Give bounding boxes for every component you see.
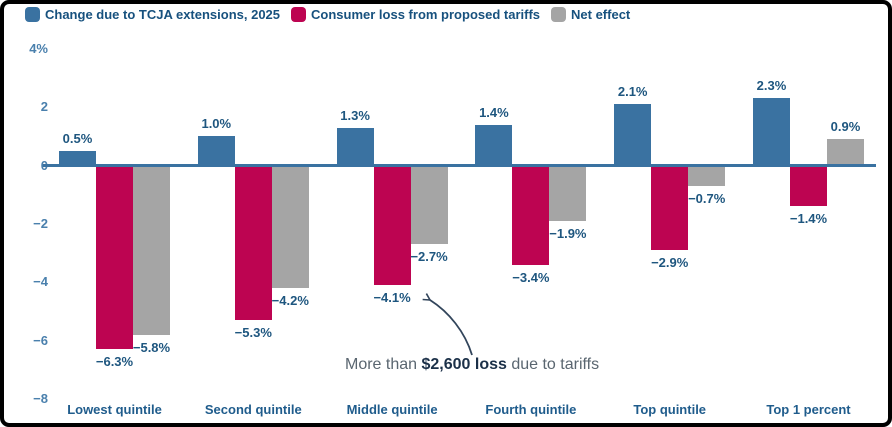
bar-tariff — [512, 165, 550, 265]
x-category-label: Second quintile — [204, 402, 302, 417]
y-tick-label: −8 — [33, 391, 48, 407]
bar-net — [271, 165, 309, 289]
bar-value-label: −3.4% — [512, 269, 550, 285]
bar-net — [688, 165, 726, 186]
bar-tcja — [753, 98, 790, 166]
plot-area: Change due to TCJA extensions, 2025 Consu… — [4, 4, 888, 423]
y-tick-label: −6 — [33, 332, 48, 348]
bar-value-label: −2.7% — [410, 249, 448, 265]
y-tick-label: −2 — [33, 215, 48, 231]
x-category-label: Fourth quintile — [485, 402, 577, 417]
bar-value-label: −0.7% — [688, 190, 726, 206]
bar-tariff — [651, 165, 689, 251]
legend-item-tariff: Consumer loss from proposed tariffs — [291, 7, 540, 22]
x-category-label: Top quintile — [633, 402, 707, 417]
legend-label-net: Net effect — [571, 7, 631, 22]
bar-value-label: −4.1% — [373, 290, 411, 306]
zero-axis-line — [43, 164, 876, 167]
bar-value-label: −2.9% — [651, 255, 689, 271]
legend-item-tcja: Change due to TCJA extensions, 2025 — [25, 7, 280, 22]
y-tick-label: −4 — [33, 274, 48, 290]
bar-value-label: 0.9% — [830, 119, 861, 135]
bar-net — [133, 165, 170, 335]
bar-tcja — [475, 124, 513, 166]
bar-value-label: 1.3% — [340, 107, 370, 123]
legend: Change due to TCJA extensions, 2025 Consu… — [25, 7, 630, 22]
bar-value-label: 2.1% — [617, 84, 648, 100]
annotation-text: More than $2,600 loss due to tariffs — [345, 356, 599, 374]
bar-tcja — [614, 104, 652, 166]
x-category-label: Top 1 percent — [766, 402, 851, 417]
legend-swatch-tcja — [25, 7, 40, 22]
bar-net — [827, 139, 864, 166]
y-tick-label: 4% — [29, 40, 48, 56]
annotation-prefix: More than — [345, 356, 422, 373]
legend-label-tariff: Consumer loss from proposed tariffs — [311, 7, 541, 22]
legend-item-net: Net effect — [551, 7, 630, 22]
bar-value-label: −1.9% — [549, 225, 587, 241]
bar-tcja — [197, 136, 235, 166]
x-category-label: Lowest quintile — [67, 402, 162, 417]
x-category-label: Middle quintile — [346, 402, 438, 417]
bar-net — [410, 165, 448, 245]
bar-value-label: 0.5% — [62, 130, 93, 146]
bar-value-label: −1.4% — [789, 211, 828, 227]
bar-value-label: 1.4% — [479, 104, 509, 120]
bar-tariff — [96, 165, 133, 350]
y-tick-label: 2 — [40, 99, 48, 115]
bar-value-label: 1.0% — [201, 116, 232, 132]
bar-tariff — [790, 165, 827, 207]
legend-label-tcja: Change due to TCJA extensions, 2025 — [45, 7, 281, 22]
bar-value-label: −4.2% — [271, 293, 309, 309]
bar-value-label: −5.8% — [132, 339, 171, 355]
bar-value-label: −6.3% — [95, 354, 134, 370]
bar-value-label: −5.3% — [234, 325, 272, 341]
bar-tariff — [234, 165, 272, 321]
bar-tariff — [373, 165, 411, 286]
bar-net — [549, 165, 587, 221]
bar-value-label: 2.3% — [756, 78, 787, 94]
annotation-bold: $2,600 loss — [421, 356, 507, 373]
annotation-suffix: due to tariffs — [506, 356, 600, 373]
bar-tcja — [59, 150, 96, 166]
legend-swatch-net — [551, 7, 567, 22]
bar-tcja — [336, 127, 374, 166]
legend-swatch-tariff — [291, 7, 307, 22]
y-tick-label: 0 — [6, 158, 48, 174]
